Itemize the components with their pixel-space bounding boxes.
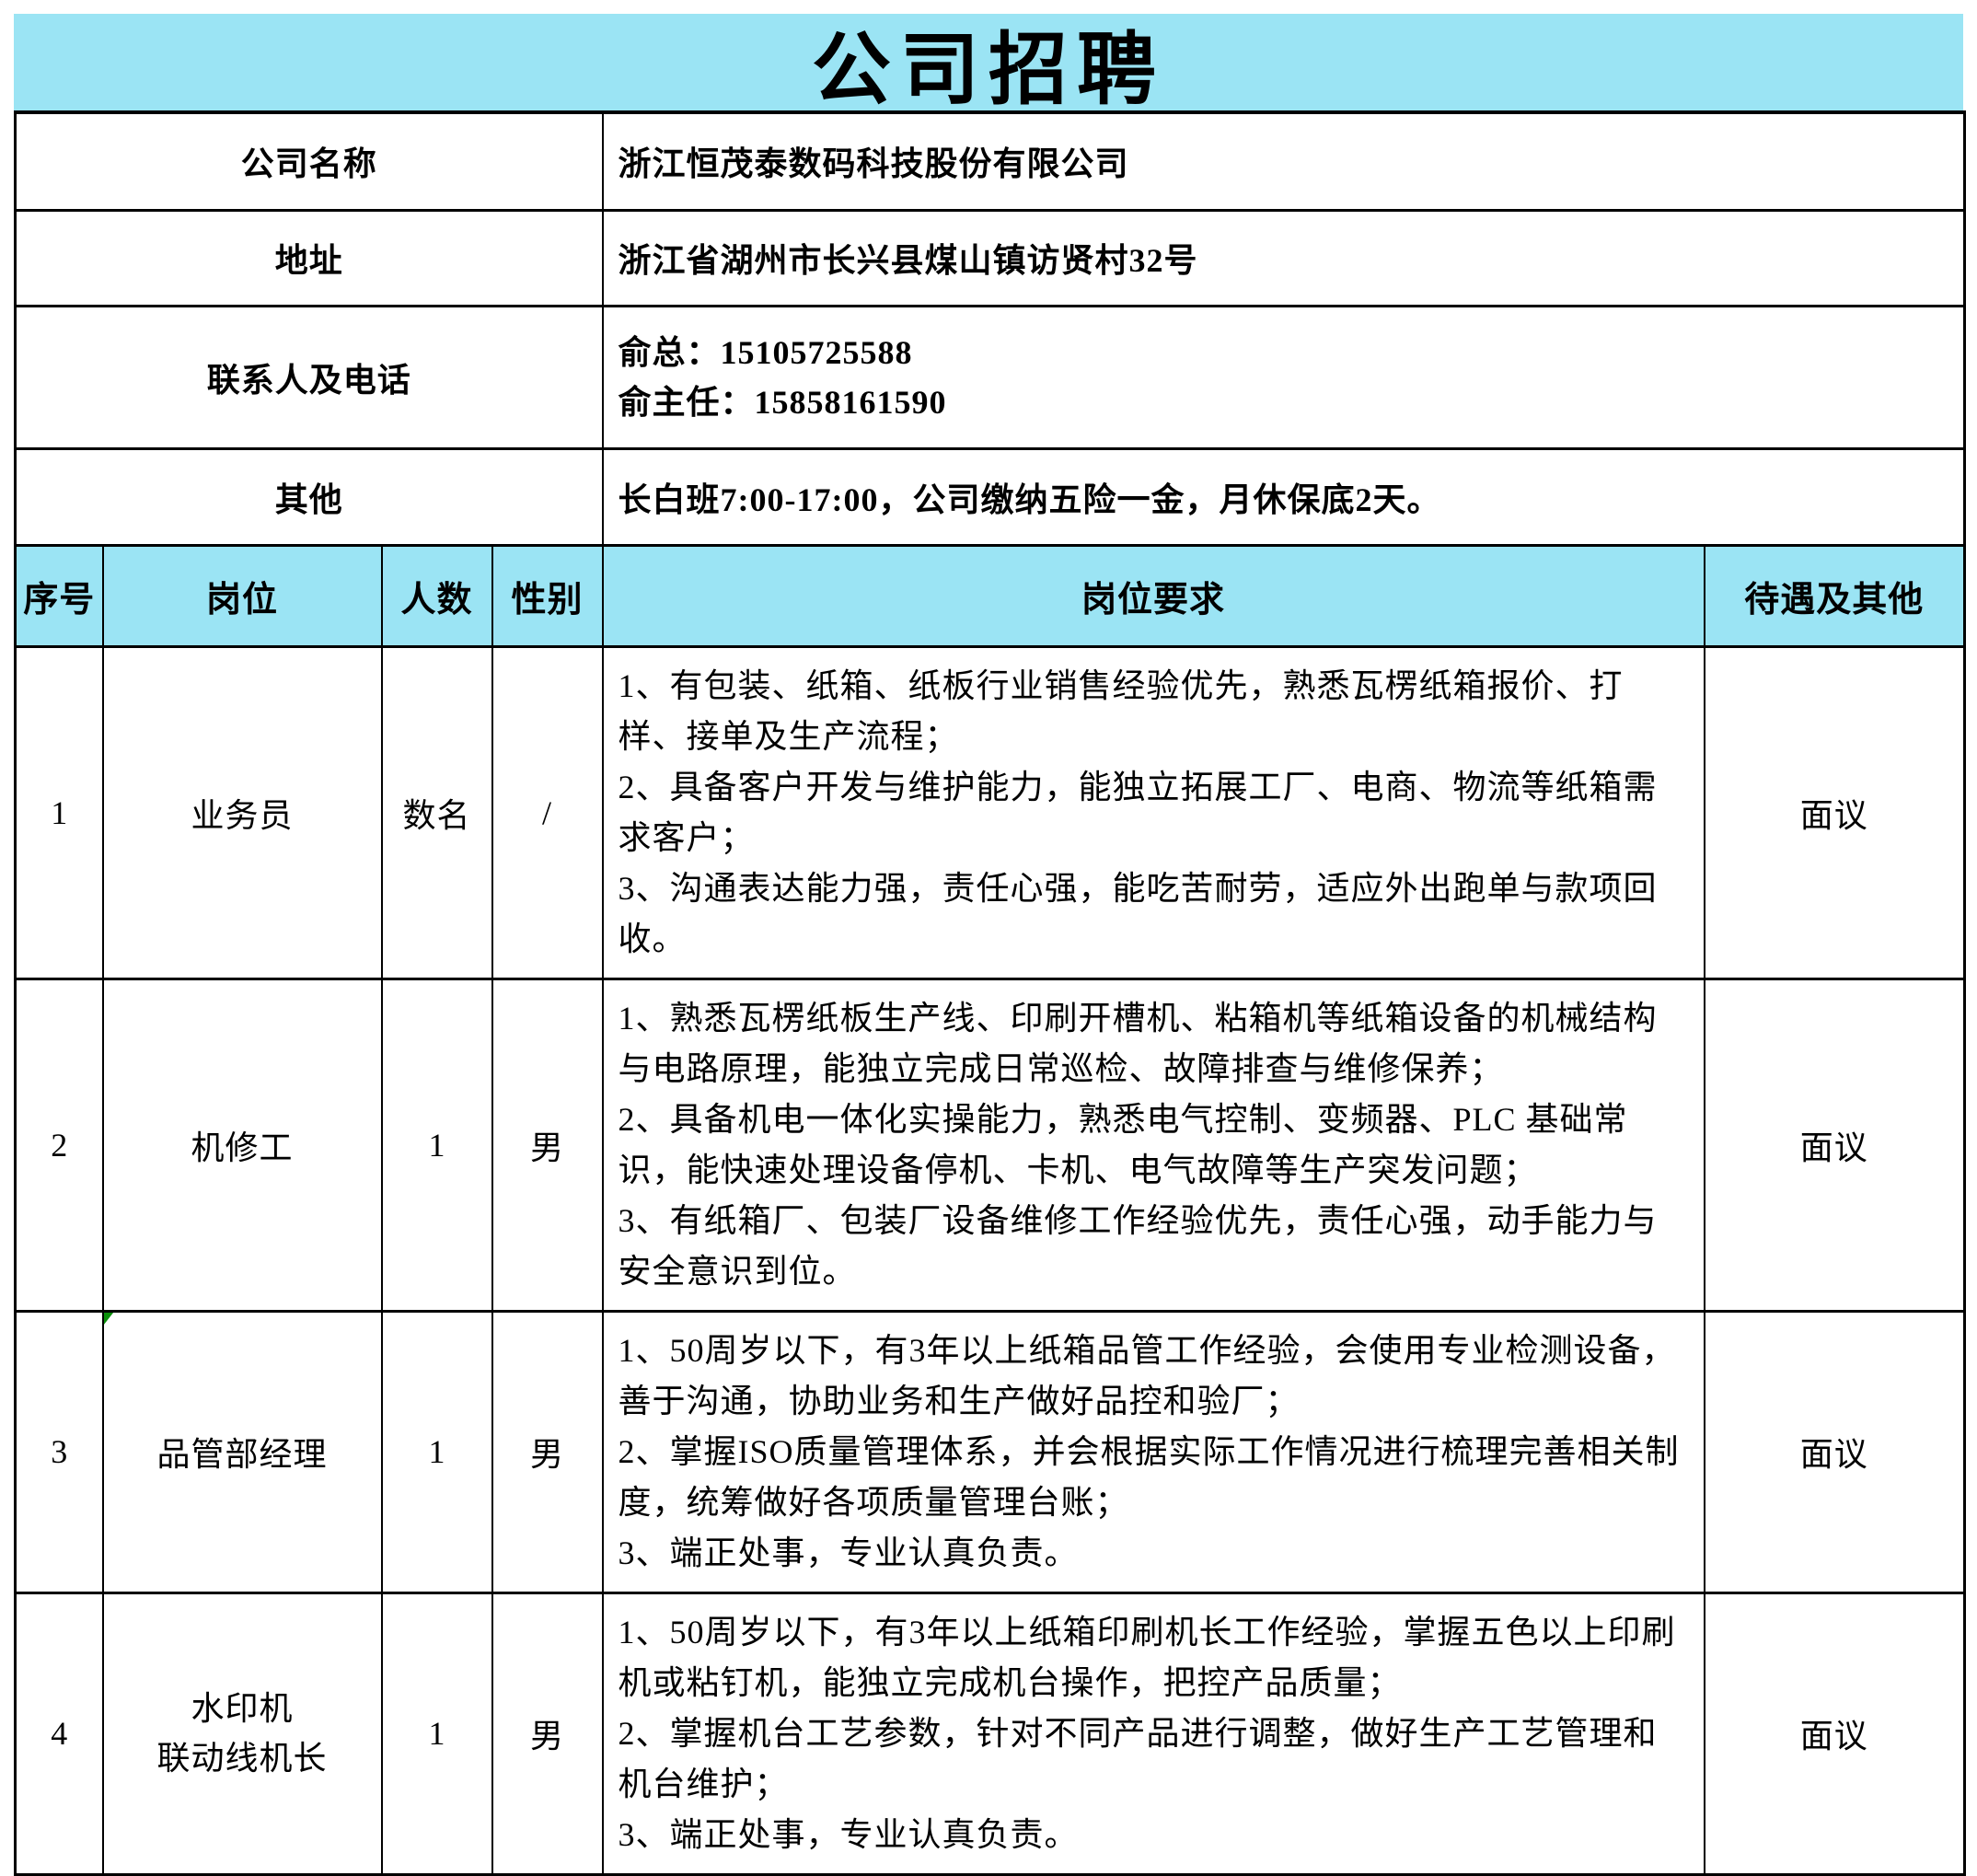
job-3-requirements: 1、50周岁以下，有3年以上纸箱品管工作经验，会使用专业检测设备，善于沟通，协助… bbox=[601, 1309, 1705, 1594]
job-1-salary: 面议 bbox=[1703, 644, 1966, 980]
info-row-other: 其他 长白班7:00-17:00，公司缴纳五险一金，月休保底2天。 bbox=[14, 446, 1966, 547]
job-2-post: 机修工 bbox=[101, 977, 383, 1313]
job-1-seq: 1 bbox=[14, 644, 104, 980]
job-3-gender: 男 bbox=[491, 1309, 604, 1594]
header-salary: 待遇及其他 bbox=[1703, 543, 1966, 648]
recruitment-sheet: 公司招聘 公司名称 浙江恒茂泰数码科技股份有限公司 地址 浙江省湖州市长兴县煤山… bbox=[14, 14, 1967, 1876]
cell-error-indicator-icon bbox=[104, 1314, 114, 1326]
job-1-requirements: 1、有包装、纸箱、纸板行业销售经验优先，熟悉瓦楞纸箱报价、打样、接单及生产流程；… bbox=[601, 644, 1705, 980]
job-3-post: 品管部经理 bbox=[101, 1309, 383, 1594]
job-3-salary: 面议 bbox=[1703, 1309, 1966, 1594]
page-title-text: 公司招聘 bbox=[812, 26, 1165, 114]
job-row-4: 4 水印机 联动线机长 1 男 1、50周岁以下，有3年以上纸箱印刷机长工作经验… bbox=[14, 1591, 1966, 1876]
info-row-address: 地址 浙江省湖州市长兴县煤山镇访贤村32号 bbox=[14, 208, 1966, 307]
job-row-3: 3 品管部经理 1 男 1、50周岁以下，有3年以上纸箱品管工作经验，会使用专业… bbox=[14, 1309, 1966, 1594]
sheet-content: 公司招聘 公司名称 浙江恒茂泰数码科技股份有限公司 地址 浙江省湖州市长兴县煤山… bbox=[14, 14, 1967, 1876]
jobs-header-row: 序号 岗位 人数 性别 岗位要求 待遇及其他 bbox=[14, 543, 1966, 648]
job-3-post-text: 品管部经理 bbox=[156, 1436, 328, 1473]
address-value: 浙江省湖州市长兴县煤山镇访贤村32号 bbox=[601, 208, 1966, 307]
job-4-salary: 面议 bbox=[1703, 1591, 1966, 1876]
page-title: 公司招聘 bbox=[14, 14, 1963, 114]
info-row-contact: 联系人及电话 俞总：15105725588 俞主任：15858161590 bbox=[14, 304, 1966, 450]
info-row-company-name: 公司名称 浙江恒茂泰数码科技股份有限公司 bbox=[14, 110, 1966, 212]
job-4-requirements: 1、50周岁以下，有3年以上纸箱印刷机长工作经验，掌握五色以上印刷机或粘钉机，能… bbox=[601, 1591, 1705, 1876]
contact-value: 俞总：15105725588 俞主任：15858161590 bbox=[601, 304, 1966, 450]
job-row-2: 2 机修工 1 男 1、熟悉瓦楞纸板生产线、印刷开槽机、粘箱机等纸箱设备的机械结… bbox=[14, 977, 1966, 1313]
company-name-value: 浙江恒茂泰数码科技股份有限公司 bbox=[601, 110, 1966, 212]
job-row-1: 1 业务员 数名 / 1、有包装、纸箱、纸板行业销售经验优先，熟悉瓦楞纸箱报价、… bbox=[14, 644, 1966, 980]
job-1-count: 数名 bbox=[380, 644, 493, 980]
job-3-seq: 3 bbox=[14, 1309, 104, 1594]
job-2-gender: 男 bbox=[491, 977, 604, 1313]
job-1-gender: / bbox=[491, 644, 604, 980]
other-value: 长白班7:00-17:00，公司缴纳五险一金，月休保底2天。 bbox=[601, 446, 1966, 547]
job-2-seq: 2 bbox=[14, 977, 104, 1313]
job-3-count: 1 bbox=[380, 1309, 493, 1594]
recruitment-table: 公司名称 浙江恒茂泰数码科技股份有限公司 地址 浙江省湖州市长兴县煤山镇访贤村3… bbox=[14, 110, 1967, 1876]
company-name-label: 公司名称 bbox=[14, 110, 604, 212]
job-4-count: 1 bbox=[380, 1591, 493, 1876]
address-label: 地址 bbox=[14, 208, 604, 307]
job-2-requirements: 1、熟悉瓦楞纸板生产线、印刷开槽机、粘箱机等纸箱设备的机械结构与电路原理，能独立… bbox=[601, 977, 1705, 1313]
job-4-seq: 4 bbox=[14, 1591, 104, 1876]
job-2-salary: 面议 bbox=[1703, 977, 1966, 1313]
header-requirements: 岗位要求 bbox=[601, 543, 1705, 648]
header-count: 人数 bbox=[380, 543, 493, 648]
job-1-post: 业务员 bbox=[101, 644, 383, 980]
header-seq: 序号 bbox=[14, 543, 104, 648]
contact-label: 联系人及电话 bbox=[14, 304, 604, 450]
header-post: 岗位 bbox=[101, 543, 383, 648]
job-2-count: 1 bbox=[380, 977, 493, 1313]
job-4-gender: 男 bbox=[491, 1591, 604, 1876]
header-gender: 性别 bbox=[491, 543, 604, 648]
other-label: 其他 bbox=[14, 446, 604, 547]
job-4-post: 水印机 联动线机长 bbox=[101, 1591, 383, 1876]
